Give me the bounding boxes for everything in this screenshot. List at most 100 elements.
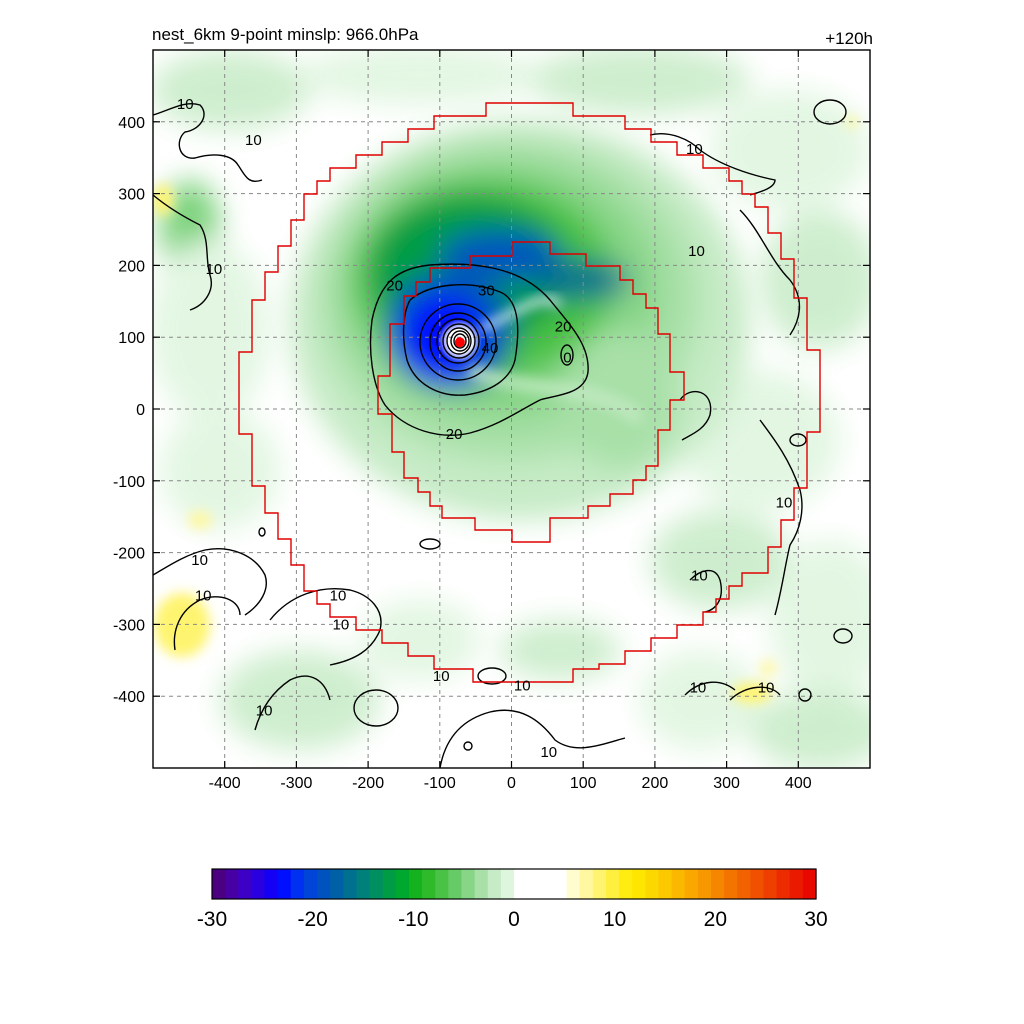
contour-label: 10 — [195, 588, 212, 605]
contour-label: 10 — [191, 552, 208, 569]
x-tick-label: -100 — [424, 775, 456, 792]
contour-label: 10 — [256, 703, 273, 720]
colorbar-tick-label: -10 — [398, 908, 428, 931]
contour-labels: 10 10 10 10 10 10 10 10 10 10 10 10 10 10 10 10 10 20 20 20… — [177, 96, 792, 761]
colorbar-swatch — [710, 869, 725, 899]
colorbar-swatch — [317, 869, 331, 899]
contour-label: 10 — [206, 261, 223, 278]
x-tick-label: 0 — [507, 775, 516, 792]
colorbar-swatch — [448, 869, 463, 899]
x-tick-label: -300 — [280, 775, 312, 792]
colorbar-swatch — [356, 869, 371, 899]
colorbar-swatch — [619, 869, 633, 899]
contour-label: 40 — [482, 340, 499, 357]
storm-center-marker — [454, 337, 465, 348]
contour-label: 30 — [478, 283, 495, 300]
colorbar-swatch — [422, 869, 436, 899]
contour-label: 10 — [688, 243, 705, 260]
colorbar-swatch — [225, 869, 239, 899]
colorbar-swatch — [500, 869, 515, 899]
colorbar: -30 -20 -10 0 10 20 30 — [197, 868, 828, 931]
colorbar-swatch — [474, 869, 489, 899]
y-tick-label: 300 — [118, 187, 145, 204]
contour-label: 10 — [177, 96, 194, 113]
colorbar-swatch — [750, 869, 765, 899]
contour-label: 10 — [245, 132, 262, 149]
colorbar-tick-label: -20 — [297, 908, 327, 931]
contour-label: 10 — [540, 744, 557, 761]
contour-label: 10 — [758, 680, 775, 697]
colorbar-swatch — [330, 869, 344, 899]
colorbar-swatch — [553, 869, 568, 899]
colorbar-tick-label: 20 — [704, 908, 727, 931]
colorbar-swatch — [408, 869, 423, 899]
x-tick-label: 300 — [713, 775, 740, 792]
x-tick-label: -200 — [352, 775, 384, 792]
forecast-hour-label: +120h — [825, 29, 873, 48]
contour-label: 20 — [555, 318, 572, 335]
colorbar-swatch — [645, 869, 660, 899]
colorbar-swatch — [697, 869, 712, 899]
colorbar-swatch — [251, 869, 266, 899]
colorbar-swatch — [303, 869, 318, 899]
contour-label: 10 — [690, 680, 707, 697]
colorbar-swatch — [369, 869, 384, 899]
colorbar-swatch — [632, 869, 646, 899]
contour-label: 10 — [776, 494, 793, 511]
y-tick-label: -400 — [113, 689, 145, 706]
y-tick-label: -300 — [113, 617, 145, 634]
x-axis: -400 -300 -200 -100 0 100 200 300 400 — [209, 50, 812, 792]
y-tick-label: -200 — [113, 546, 145, 563]
colorbar-swatch — [737, 869, 751, 899]
colorbar-swatch — [527, 869, 541, 899]
y-tick-label: 400 — [118, 115, 145, 132]
colorbar-swatch — [671, 869, 686, 899]
contour-label: 10 — [686, 141, 703, 158]
colorbar-tick-label: 10 — [603, 908, 626, 931]
contour-label: 10 — [433, 668, 450, 685]
colorbar-swatch — [684, 869, 699, 899]
colorbar-swatch — [802, 869, 817, 899]
colorbar-swatch — [382, 869, 397, 899]
y-tick-label: -100 — [113, 474, 145, 491]
colorbar-swatch — [487, 869, 502, 899]
colorbar-frame — [211, 868, 817, 900]
colorbar-swatch — [763, 869, 778, 899]
colorbar-swatch — [212, 869, 226, 899]
colorbar-swatch — [277, 869, 292, 899]
y-tick-label: 100 — [118, 330, 145, 347]
colorbar-swatch — [592, 869, 607, 899]
y-tick-label: 200 — [118, 258, 145, 275]
colorbar-tick-label: -30 — [197, 908, 227, 931]
colorbar-tick-label: 0 — [508, 908, 520, 931]
colorbar-swatch — [789, 869, 804, 899]
colorbar-swatch — [566, 869, 581, 899]
colorbar-swatch — [658, 869, 673, 899]
x-tick-label: 200 — [642, 775, 669, 792]
contour-label: 10 — [514, 677, 531, 694]
colorbar-swatch — [776, 869, 791, 899]
y-tick-label: 0 — [136, 402, 145, 419]
plot-title: nest_6km 9-point minslp: 966.0hPa — [152, 25, 419, 44]
colorbar-swatch — [290, 869, 305, 899]
domain-boxes — [238, 102, 821, 683]
contour-label: 20 — [446, 426, 463, 443]
colorbar-swatch — [514, 869, 528, 899]
colorbar-swatch — [540, 869, 554, 899]
contour-label: 20 — [386, 278, 403, 295]
colorbar-swatch — [395, 869, 410, 899]
colorbar-swatch — [579, 869, 594, 899]
contour-label: 10 — [330, 588, 347, 605]
colorbar-tick-label: 30 — [804, 908, 827, 931]
colorbar-swatch — [435, 869, 449, 899]
contour-label: 0 — [563, 349, 571, 366]
colorbar-swatch — [264, 869, 279, 899]
x-tick-label: 100 — [570, 775, 597, 792]
contour-label: 10 — [333, 616, 350, 633]
shaded-field — [153, 50, 870, 768]
colorbar-swatch — [343, 869, 358, 899]
colorbar-swatch — [238, 869, 252, 899]
contour-label: 10 — [691, 568, 708, 585]
